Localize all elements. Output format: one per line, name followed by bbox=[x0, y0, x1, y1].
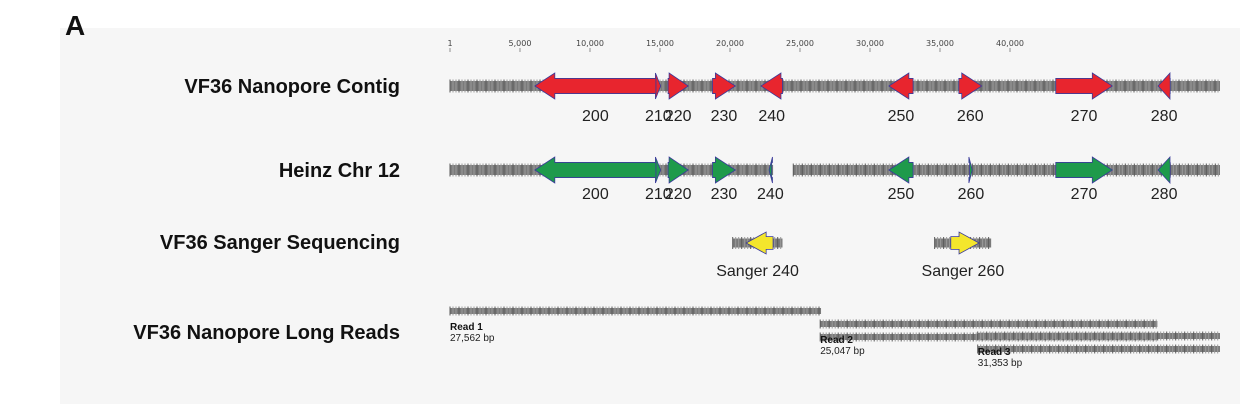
read-length: 25,047 bp bbox=[820, 346, 865, 357]
contig-gene-label: 250 bbox=[888, 108, 915, 125]
contig-gene-label: 260 bbox=[957, 108, 984, 125]
contig-gene-label: 280 bbox=[1151, 108, 1178, 125]
row-label-sanger: VF36 Sanger Sequencing bbox=[159, 232, 400, 254]
contig-gene-arrow bbox=[958, 72, 983, 100]
heinz-gene-arrow bbox=[1055, 156, 1114, 184]
axis-tick-label: 15,000 bbox=[646, 39, 674, 48]
read-bar bbox=[977, 331, 1220, 341]
contig-gene-arrow bbox=[534, 72, 657, 100]
axis-tick-label: 10,000 bbox=[576, 39, 604, 48]
read-bar bbox=[977, 344, 1220, 354]
contig-gene-arrow bbox=[712, 72, 737, 100]
heinz-gene-arrow bbox=[712, 156, 737, 184]
contig-gene-label: 210 bbox=[645, 108, 672, 125]
axis-tick-label: 20,000 bbox=[716, 39, 744, 48]
heinz-gene-label: 240 bbox=[757, 186, 784, 203]
contig-gene-arrow bbox=[667, 72, 689, 100]
read-bar bbox=[449, 306, 822, 316]
heinz-gene-label: 250 bbox=[888, 186, 915, 203]
axis-tick-label: 30,000 bbox=[856, 39, 884, 48]
sanger-gene-arrow bbox=[745, 231, 774, 255]
read-name: Read 2 bbox=[820, 335, 853, 346]
heinz-gene-arrow bbox=[534, 156, 657, 184]
contig-gene-arrow bbox=[888, 72, 914, 100]
contig-gene-arrow bbox=[655, 72, 662, 100]
heinz-gene-label: 280 bbox=[1151, 186, 1178, 203]
heinz-backbone bbox=[792, 163, 970, 177]
contig-gene-label: 200 bbox=[582, 108, 609, 125]
axis-tick-label: 25,000 bbox=[786, 39, 814, 48]
axis-tick-label: 5,000 bbox=[509, 39, 532, 48]
contig-gene-arrow bbox=[760, 72, 783, 100]
axis-tick-label: 35,000 bbox=[926, 39, 954, 48]
heinz-gene-arrow bbox=[1157, 155, 1171, 185]
row-label-heinz: Heinz Chr 12 bbox=[278, 160, 400, 182]
sanger-fragment-label: Sanger 240 bbox=[716, 263, 799, 280]
contig-gene-label: 220 bbox=[665, 108, 692, 125]
read-length: 27,562 bp bbox=[450, 333, 495, 344]
axis-tick-label: 1 bbox=[447, 39, 452, 48]
contig-gene-label: 240 bbox=[758, 108, 785, 125]
heinz-gene-arrow bbox=[768, 156, 773, 184]
sanger-fragment-label: Sanger 260 bbox=[922, 263, 1005, 280]
contig-gene-label: 270 bbox=[1071, 108, 1098, 125]
axis-tick-label: 40,000 bbox=[996, 39, 1024, 48]
read-name: Read 3 bbox=[978, 347, 1011, 358]
row-label-contig: VF36 Nanopore Contig bbox=[184, 76, 400, 98]
row-label-reads: VF36 Nanopore Long Reads bbox=[133, 322, 400, 344]
read-length: 31,353 bp bbox=[978, 358, 1023, 369]
heinz-gene-arrow bbox=[655, 156, 662, 184]
heinz-gene-label: 200 bbox=[582, 186, 609, 203]
panel-letter: A bbox=[65, 10, 86, 41]
read-name: Read 1 bbox=[450, 322, 483, 333]
read-bar bbox=[819, 319, 1158, 329]
heinz-gene-arrow bbox=[667, 156, 689, 184]
heinz-gene-arrow bbox=[968, 156, 973, 184]
heinz-gene-label: 270 bbox=[1071, 186, 1098, 203]
contig-gene-arrow bbox=[1157, 71, 1171, 101]
heinz-gene-arrow bbox=[888, 156, 914, 184]
contig-gene-arrow bbox=[1055, 72, 1114, 100]
contig-backbone bbox=[449, 79, 1220, 93]
heinz-gene-label: 260 bbox=[958, 186, 985, 203]
sanger-gene-arrow bbox=[950, 231, 980, 255]
heinz-gene-label: 210 bbox=[645, 186, 672, 203]
contig-gene-label: 230 bbox=[711, 108, 738, 125]
heinz-gene-label: 220 bbox=[665, 186, 692, 203]
heinz-gene-label: 230 bbox=[711, 186, 738, 203]
